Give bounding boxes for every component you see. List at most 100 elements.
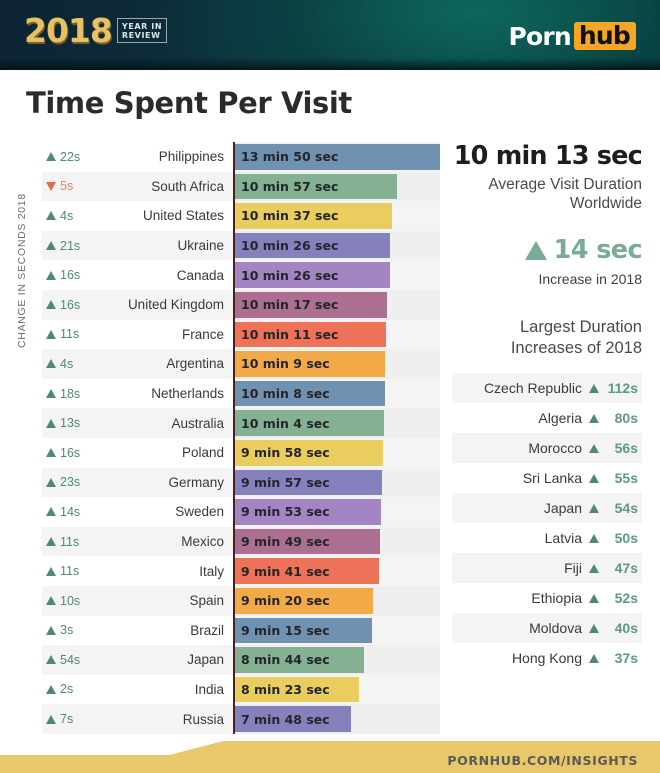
footer-url[interactable]: PORNHUB.COM/INSIGHTS bbox=[447, 753, 638, 768]
triangle-up-icon bbox=[589, 593, 599, 603]
chart-row: 7s Russia 7 min 48 sec bbox=[42, 704, 440, 734]
chart-row-left: 23s Germany bbox=[42, 467, 233, 498]
change-indicator: 2s bbox=[42, 682, 104, 696]
bar: 9 min 57 sec bbox=[235, 469, 383, 496]
change-value: 54s bbox=[60, 652, 81, 667]
chart-row: 21s Ukraine 10 min 26 sec bbox=[42, 230, 440, 261]
chart-row-left: 4s United States bbox=[42, 201, 233, 231]
triangle-up-icon bbox=[589, 623, 599, 633]
bar-value-label: 8 min 23 sec bbox=[241, 681, 330, 697]
change-value: 16s bbox=[60, 445, 81, 460]
bar-track: 9 min 58 sec bbox=[233, 437, 440, 468]
change-value: 11s bbox=[60, 534, 80, 549]
brand-logo[interactable]: Porn hub bbox=[508, 22, 636, 50]
change-value: 22s bbox=[60, 149, 81, 164]
country-label: Argentina bbox=[166, 356, 224, 372]
country-label: India bbox=[194, 681, 224, 697]
bar-track: 10 min 4 sec bbox=[233, 408, 440, 438]
bar: 9 min 58 sec bbox=[235, 439, 383, 466]
change-value: 16s bbox=[60, 297, 81, 312]
increase-country-label: Latvia bbox=[544, 530, 582, 547]
bar-track: 8 min 23 sec bbox=[233, 674, 440, 705]
bar-value-label: 10 min 17 sec bbox=[241, 297, 339, 313]
increase-list-item: Latvia 50s bbox=[452, 523, 642, 553]
country-label: Philippines bbox=[158, 149, 224, 165]
tag-line-1: YEAR IN bbox=[121, 22, 163, 31]
triangle-up-icon bbox=[589, 473, 599, 483]
bar-value-label: 9 min 15 sec bbox=[241, 622, 330, 638]
increase-amount: 40s bbox=[614, 620, 638, 637]
chart-row: 18s Netherlands 10 min 8 sec bbox=[42, 378, 440, 409]
chart-row: 13s Australia 10 min 4 sec bbox=[42, 408, 440, 438]
increase-list-item: Moldova 40s bbox=[452, 613, 642, 644]
increase-amount: 55s bbox=[614, 470, 638, 487]
change-value: 10s bbox=[60, 593, 81, 608]
country-label: Australia bbox=[171, 415, 224, 431]
triangle-up-icon bbox=[46, 241, 56, 251]
bar-value-label: 13 min 50 sec bbox=[241, 149, 339, 165]
chart-row: 11s France 10 min 11 sec bbox=[42, 319, 440, 350]
increases-list-title-line1: Largest Duration bbox=[520, 318, 642, 337]
triangle-up-icon bbox=[46, 655, 56, 665]
triangle-up-icon bbox=[589, 413, 599, 423]
bar-value-label: 10 min 57 sec bbox=[241, 178, 339, 194]
bar-value-label: 9 min 49 sec bbox=[241, 534, 330, 550]
bar-value-label: 10 min 26 sec bbox=[241, 238, 339, 254]
country-label: Netherlands bbox=[151, 386, 224, 402]
chart-row: 11s Mexico 9 min 49 sec bbox=[42, 526, 440, 557]
bar: 10 min 17 sec bbox=[235, 291, 388, 318]
bar: 10 min 37 sec bbox=[235, 203, 393, 229]
increase-list-item: Sri Lanka 55s bbox=[452, 463, 642, 493]
country-label: Italy bbox=[199, 563, 224, 579]
bar-track: 8 min 44 sec bbox=[233, 645, 440, 675]
triangle-up-icon bbox=[46, 448, 56, 458]
chart-row: 4s Argentina 10 min 9 sec bbox=[42, 349, 440, 379]
chart-row-left: 16s United Kingdom bbox=[42, 289, 233, 320]
bar-track: 10 min 11 sec bbox=[233, 319, 440, 350]
triangle-up-icon bbox=[46, 714, 56, 724]
change-indicator: 10s bbox=[42, 594, 104, 608]
chart-row-left: 13s Australia bbox=[42, 408, 233, 438]
increase-list-item: Hong Kong 37s bbox=[452, 643, 642, 673]
increase-amount: 47s bbox=[614, 560, 638, 577]
bar-value-label: 10 min 26 sec bbox=[241, 267, 339, 283]
change-value: 11s bbox=[60, 327, 80, 342]
average-duration-caption-line2: Worldwide bbox=[569, 195, 642, 213]
triangle-up-icon bbox=[46, 684, 56, 694]
bar-track: 9 min 20 sec bbox=[233, 585, 440, 616]
chart-row-left: 22s Philippines bbox=[42, 142, 233, 172]
bar-track: 9 min 15 sec bbox=[233, 615, 440, 646]
bar: 10 min 4 sec bbox=[235, 410, 385, 436]
bar-track: 9 min 53 sec bbox=[233, 497, 440, 527]
triangle-up-icon bbox=[524, 240, 547, 260]
change-indicator: 4s bbox=[42, 357, 104, 371]
bar: 10 min 11 sec bbox=[235, 321, 386, 348]
bar-track: 10 min 37 sec bbox=[233, 201, 440, 231]
chart-row-left: 3s Brazil bbox=[42, 616, 233, 646]
chart-row: 16s United Kingdom 10 min 17 sec bbox=[42, 289, 440, 320]
change-value: 18s bbox=[60, 386, 81, 401]
change-value: 7s bbox=[60, 712, 74, 727]
triangle-up-icon bbox=[46, 329, 56, 339]
bar: 9 min 41 sec bbox=[235, 558, 379, 584]
chart-row: 10s Spain 9 min 20 sec bbox=[42, 585, 440, 616]
bar-value-label: 9 min 58 sec bbox=[241, 445, 330, 461]
chart-row-left: 14s Sweden bbox=[42, 497, 233, 527]
increases-list-title-line2: Increases of 2018 bbox=[510, 339, 642, 358]
bar-track: 9 min 41 sec bbox=[233, 556, 440, 586]
average-duration-caption-line1: Average Visit Duration bbox=[488, 176, 642, 194]
bar-value-label: 10 min 9 sec bbox=[241, 356, 330, 372]
increase-country-label: Moldova bbox=[529, 620, 582, 637]
triangle-up-icon bbox=[46, 389, 56, 399]
bar: 10 min 57 sec bbox=[235, 173, 398, 200]
tag-line-2: REVIEW bbox=[121, 31, 161, 40]
country-label: Poland bbox=[181, 445, 224, 461]
bar: 10 min 26 sec bbox=[235, 232, 390, 259]
average-duration-caption: Average Visit Duration Worldwide bbox=[452, 175, 642, 213]
triangle-down-icon bbox=[46, 181, 56, 191]
increase-country-label: Ethiopia bbox=[531, 590, 582, 607]
bar-track: 10 min 57 sec bbox=[233, 171, 440, 202]
increase-list-item: Morocco 56s bbox=[452, 433, 642, 464]
bar: 13 min 50 sec bbox=[235, 144, 440, 170]
change-indicator: 16s bbox=[42, 446, 104, 460]
